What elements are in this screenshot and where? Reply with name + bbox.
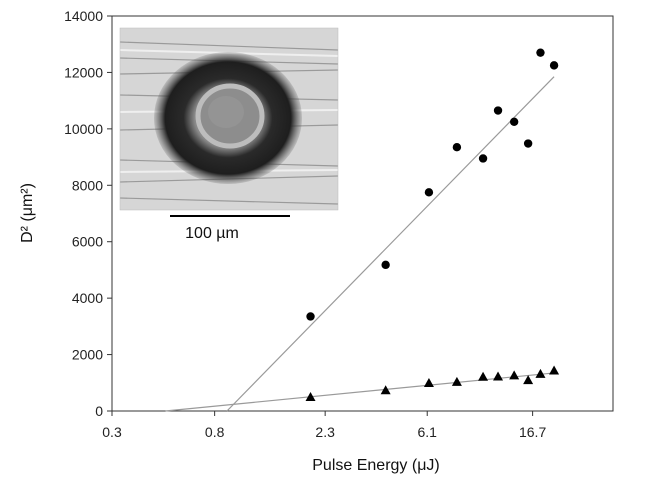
data-point-circle [523,139,533,148]
data-point-circle [381,260,390,270]
fit-line [226,76,555,412]
data-point-circle [493,106,503,115]
y-tick-label: 14000 [64,8,103,24]
data-point-triangle [380,385,391,395]
data-point-triangle [535,368,546,378]
fit-line [165,372,555,412]
x-tick-label: 0.3 [102,424,122,440]
y-tick-label: 12000 [64,64,103,80]
inset-micrograph: 100 µm [119,27,339,242]
y-axis-title: D² (μm²) [19,183,36,243]
x-axis-title: Pulse Energy (μJ) [312,457,439,474]
inset-scale-bar-label: 100 µm [185,225,239,242]
data-point-circle [549,61,559,70]
data-point-triangle [423,377,434,387]
x-tick-label: 2.3 [315,424,335,440]
data-point-triangle [523,375,534,385]
data-point-triangle [549,365,560,375]
data-point-triangle [305,392,316,402]
y-tick-label: 6000 [72,234,103,250]
data-point-circle [536,48,545,57]
y-tick-label: 2000 [72,347,103,363]
x-tick-label: 16.7 [519,424,546,440]
x-tick-label: 0.8 [205,424,225,440]
y-tick-label: 0 [95,403,103,419]
data-point-circle [509,117,519,127]
data-point-triangle [478,371,489,381]
y-tick-label: 4000 [72,290,103,306]
data-point-triangle [451,376,462,386]
y-tick-label: 8000 [72,177,103,193]
x-tick-label: 6.1 [417,424,437,440]
data-point-circle [478,154,488,163]
data-point-circle [424,188,434,197]
data-point-triangle [493,371,504,381]
data-point-circle [452,142,462,152]
y-tick-label: 10000 [64,121,103,137]
data-point-circle [306,312,315,321]
data-point-triangle [509,370,520,380]
plot-area-frame [111,15,614,412]
